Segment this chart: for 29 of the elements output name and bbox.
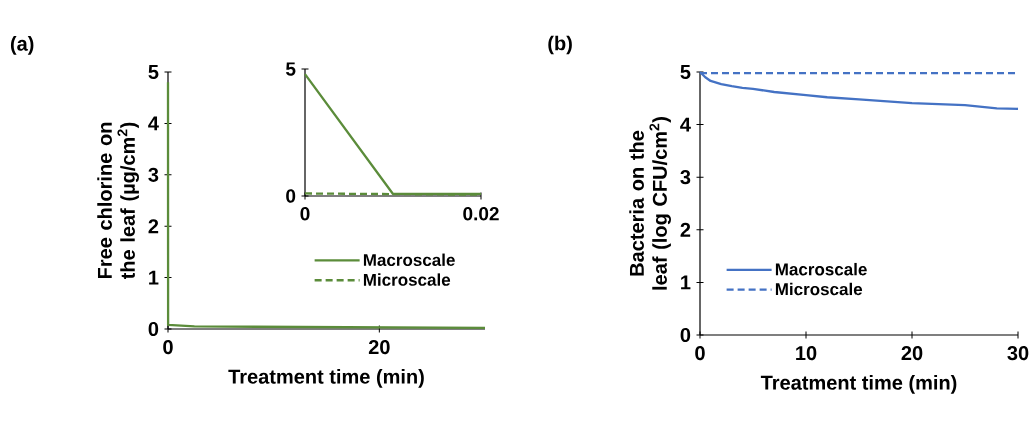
x-tick-label: 30 xyxy=(1007,346,1029,361)
x-axis-title: Treatment time (min) xyxy=(760,375,957,394)
x-tick-label: 0 xyxy=(163,340,173,355)
y-tick-label: 1 xyxy=(149,270,159,285)
chart-title: (a) xyxy=(10,36,34,55)
legend-label: Macroscale xyxy=(775,262,867,276)
y-tick-label: 5 xyxy=(285,62,296,76)
chart-title: (b) xyxy=(548,35,572,55)
y-tick-label: 4 xyxy=(680,117,691,132)
legend-label: Microscale xyxy=(775,282,863,296)
x-axis-title: Treatment time (min) xyxy=(228,369,424,388)
x-tick-label: 10 xyxy=(796,346,817,361)
y-tick-label: 2 xyxy=(148,219,159,234)
x-tick-label: 20 xyxy=(901,346,923,361)
y-tick-label: 1 xyxy=(681,275,691,290)
y-tick-label: 2 xyxy=(680,222,691,237)
y-tick-label: 0 xyxy=(148,321,159,337)
y-tick-label: 5 xyxy=(680,65,691,79)
y-tick-label: 3 xyxy=(148,167,159,182)
y-tick-label: 0 xyxy=(680,327,691,343)
legend-label: Macroscale xyxy=(363,253,455,267)
y-tick-label: 3 xyxy=(680,170,691,185)
x-tick-label: 0.02 xyxy=(463,207,499,221)
y-tick-label: 4 xyxy=(148,116,159,131)
y-axis-title: Bacteria on the leaf (log CFU/cm$^{2}$) xyxy=(629,117,671,290)
legend-label: Microscale xyxy=(363,273,451,286)
y-tick-label: 5 xyxy=(148,65,159,79)
x-tick-label: 0 xyxy=(695,346,705,361)
x-tick-label: 20 xyxy=(368,340,390,355)
